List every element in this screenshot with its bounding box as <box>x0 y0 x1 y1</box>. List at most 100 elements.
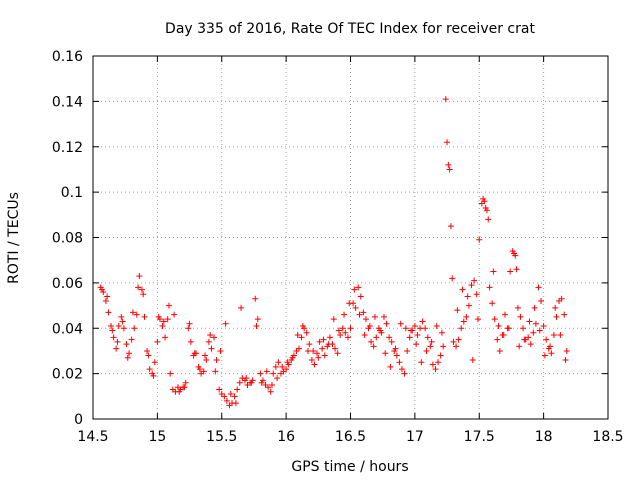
data-point <box>463 313 470 320</box>
y-tick-label: 0.12 <box>52 140 83 156</box>
data-point <box>411 322 418 329</box>
data-point <box>422 325 429 332</box>
data-point <box>234 386 241 393</box>
data-point <box>151 359 158 366</box>
x-tick-label: 15 <box>148 429 166 445</box>
data-point <box>305 347 312 354</box>
data-point <box>110 334 117 341</box>
data-point <box>368 338 375 345</box>
y-tick-label: 0.16 <box>52 49 83 65</box>
data-point <box>402 325 409 332</box>
data-point <box>406 334 413 341</box>
data-point <box>205 338 212 345</box>
data-point <box>366 322 373 329</box>
data-point <box>274 375 281 382</box>
data-point <box>541 352 548 359</box>
data-point <box>460 318 467 325</box>
data-point <box>408 327 415 334</box>
data-point <box>200 368 207 375</box>
data-point <box>548 350 555 357</box>
data-point <box>310 347 317 354</box>
data-point <box>424 334 431 341</box>
data-point <box>445 161 452 168</box>
data-point <box>404 347 411 354</box>
data-point <box>514 304 521 311</box>
data-point <box>203 357 210 364</box>
data-point <box>320 336 327 343</box>
data-point <box>306 341 313 348</box>
data-point <box>299 322 306 329</box>
data-point <box>526 318 533 325</box>
data-point <box>474 316 481 323</box>
data-point <box>423 347 430 354</box>
data-point <box>321 352 328 359</box>
data-point <box>254 316 261 323</box>
y-tick-label: 0.1 <box>61 185 83 201</box>
data-point <box>332 345 339 352</box>
data-point <box>284 359 291 366</box>
data-point <box>413 341 420 348</box>
x-axis-label: GPS time / hours <box>291 459 408 475</box>
data-point <box>154 338 161 345</box>
data-point <box>476 236 483 243</box>
data-point <box>221 393 228 400</box>
data-point <box>136 273 143 280</box>
data-point <box>133 311 140 318</box>
data-point <box>191 350 198 357</box>
data-point <box>468 282 475 289</box>
data-point <box>360 309 367 316</box>
data-point <box>213 357 220 364</box>
data-point <box>454 307 461 314</box>
data-point <box>530 329 537 336</box>
data-point <box>432 366 439 373</box>
data-point <box>485 216 492 223</box>
data-point <box>464 293 471 300</box>
data-point <box>232 400 239 407</box>
data-point <box>352 304 359 311</box>
data-point <box>447 223 454 230</box>
data-point <box>155 313 162 320</box>
data-point <box>563 347 570 354</box>
data-point <box>202 352 209 359</box>
data-point <box>222 320 229 327</box>
data-point <box>238 304 245 311</box>
data-point <box>129 309 136 316</box>
y-tick-labels: 0 0.02 0.04 0.06 0.08 0.1 0.12 0.14 0.16 <box>52 49 83 428</box>
data-point <box>150 372 157 379</box>
x-tick-label: 17.5 <box>464 429 495 445</box>
data-point <box>496 347 503 354</box>
data-point <box>516 343 523 350</box>
data-point <box>105 309 112 316</box>
y-tick-label: 0.08 <box>52 231 83 247</box>
data-point <box>490 268 497 275</box>
grid-lines <box>93 56 608 419</box>
data-point <box>267 388 274 395</box>
data-point <box>380 313 387 320</box>
data-point <box>543 336 550 343</box>
data-point <box>517 313 524 320</box>
data-point <box>146 366 153 373</box>
data-point <box>362 316 369 323</box>
data-point <box>351 286 358 293</box>
data-point <box>520 325 527 332</box>
data-point <box>272 363 279 370</box>
data-point <box>361 332 368 339</box>
y-tick-label: 0.02 <box>52 367 83 383</box>
axis-ticks <box>92 55 609 420</box>
x-tick-label: 16 <box>277 429 295 445</box>
data-point <box>186 320 193 327</box>
data-point <box>469 357 476 364</box>
data-point <box>507 268 514 275</box>
data-point <box>481 198 488 205</box>
data-point <box>124 354 131 361</box>
x-tick-label: 15.5 <box>206 429 237 445</box>
data-point <box>388 338 395 345</box>
data-point <box>495 322 502 329</box>
data-point <box>335 327 342 334</box>
data-point <box>294 332 301 339</box>
data-point <box>268 381 275 388</box>
data-point <box>135 284 142 291</box>
data-point <box>393 352 400 359</box>
data-point <box>355 284 362 291</box>
data-point <box>187 338 194 345</box>
